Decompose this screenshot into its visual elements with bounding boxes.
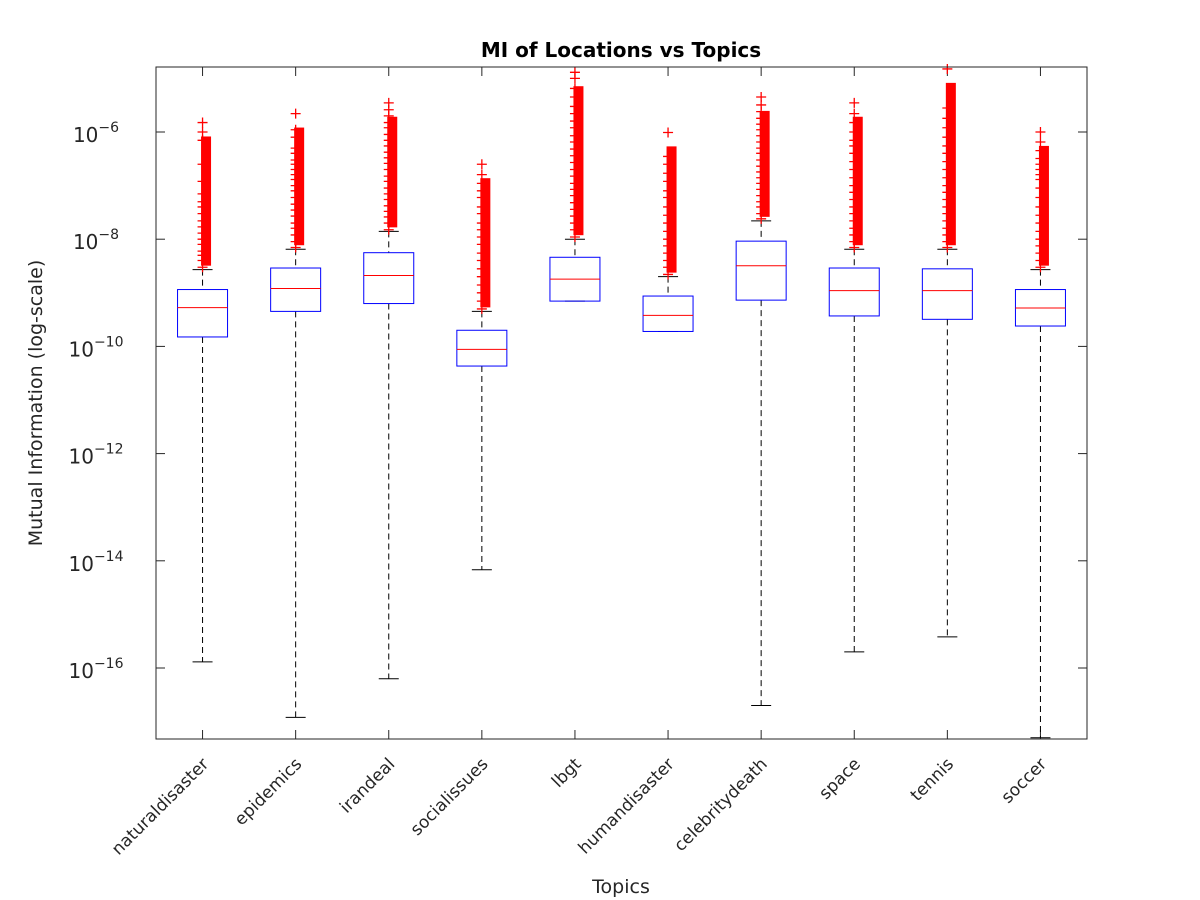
outlier-band bbox=[480, 178, 491, 308]
outlier-band bbox=[852, 116, 863, 246]
outlier-marker bbox=[569, 91, 580, 102]
outlier-marker bbox=[663, 185, 674, 196]
outlier-marker bbox=[569, 67, 580, 78]
outlier-marker bbox=[290, 143, 301, 154]
outlier-band bbox=[666, 146, 677, 273]
box bbox=[177, 289, 229, 338]
outlier-marker bbox=[383, 97, 394, 108]
box bbox=[456, 329, 508, 367]
y-tick-base: 10 bbox=[69, 552, 94, 576]
box bbox=[363, 252, 415, 305]
outlier-marker bbox=[849, 117, 860, 128]
y-tick-label: 10−8 bbox=[73, 227, 119, 254]
outlier-marker bbox=[942, 103, 953, 114]
outlier-marker bbox=[197, 176, 208, 187]
outlier-marker bbox=[1035, 137, 1046, 148]
outlier-marker bbox=[942, 140, 953, 151]
y-tick-label: 10−16 bbox=[69, 656, 124, 683]
outlier-marker bbox=[197, 159, 208, 170]
y-tick-label: 10−10 bbox=[69, 334, 124, 361]
outlier-marker bbox=[476, 169, 487, 180]
y-tick-label: 10−12 bbox=[69, 442, 124, 469]
outlier-marker bbox=[476, 248, 487, 259]
outlier-marker bbox=[197, 127, 208, 137]
y-tick-exponent: −8 bbox=[98, 227, 119, 243]
outlier-marker bbox=[942, 122, 953, 133]
x-axis-label: Topics bbox=[591, 876, 650, 898]
outlier-marker bbox=[1035, 127, 1046, 137]
outlier-marker bbox=[1035, 183, 1046, 194]
outlier-marker bbox=[290, 108, 301, 119]
y-tick-base: 10 bbox=[69, 337, 94, 361]
outlier-marker bbox=[942, 132, 953, 143]
outlier-band bbox=[294, 127, 305, 246]
outlier-marker bbox=[197, 188, 208, 199]
outlier-marker bbox=[663, 127, 674, 138]
outlier-marker bbox=[569, 83, 580, 94]
outlier-marker bbox=[849, 127, 860, 137]
box bbox=[921, 268, 973, 320]
y-axis-label: Mutual Information (log-scale) bbox=[25, 260, 47, 547]
y-tick-base: 10 bbox=[73, 123, 98, 147]
outlier-marker bbox=[849, 97, 860, 108]
y-tick-exponent: −16 bbox=[94, 656, 124, 672]
y-tick-exponent: −14 bbox=[94, 549, 124, 565]
outlier-marker bbox=[290, 124, 301, 135]
outlier-marker bbox=[476, 178, 487, 189]
outlier-marker bbox=[663, 151, 674, 162]
y-tick-base: 10 bbox=[73, 230, 98, 254]
outlier-marker bbox=[1035, 145, 1046, 156]
outlier-band bbox=[387, 116, 398, 228]
box bbox=[735, 240, 787, 301]
y-tick-label: 10−14 bbox=[69, 549, 124, 576]
y-tick-exponent: −10 bbox=[94, 334, 124, 350]
y-tick-label: 10−6 bbox=[73, 120, 119, 147]
y-tick-exponent: −12 bbox=[94, 442, 124, 458]
outlier-band bbox=[201, 136, 212, 266]
box bbox=[828, 267, 880, 317]
outlier-band bbox=[1038, 145, 1049, 266]
outlier-marker bbox=[476, 201, 487, 212]
outlier-marker bbox=[1035, 192, 1046, 203]
chart-title: MI of Locations vs Topics bbox=[481, 38, 761, 62]
outlier-marker bbox=[942, 113, 953, 124]
outlier-marker bbox=[569, 101, 580, 112]
axes-frame bbox=[155, 66, 1088, 740]
outlier-band bbox=[573, 86, 584, 236]
outlier-marker bbox=[476, 218, 487, 229]
outlier-marker bbox=[476, 159, 487, 170]
outlier-marker bbox=[663, 168, 674, 179]
outlier-marker bbox=[942, 63, 953, 74]
y-tick-exponent: −6 bbox=[98, 120, 119, 136]
y-tick-base: 10 bbox=[69, 445, 94, 469]
outlier-band bbox=[945, 82, 956, 246]
y-tick-base: 10 bbox=[69, 659, 94, 683]
outlier-band bbox=[759, 110, 770, 217]
outlier-marker bbox=[849, 108, 860, 119]
outlier-marker bbox=[197, 117, 208, 128]
outlier-marker bbox=[663, 201, 674, 212]
box bbox=[642, 295, 694, 332]
box bbox=[270, 267, 322, 312]
outlier-marker bbox=[756, 91, 767, 102]
outlier-marker bbox=[1035, 201, 1046, 212]
